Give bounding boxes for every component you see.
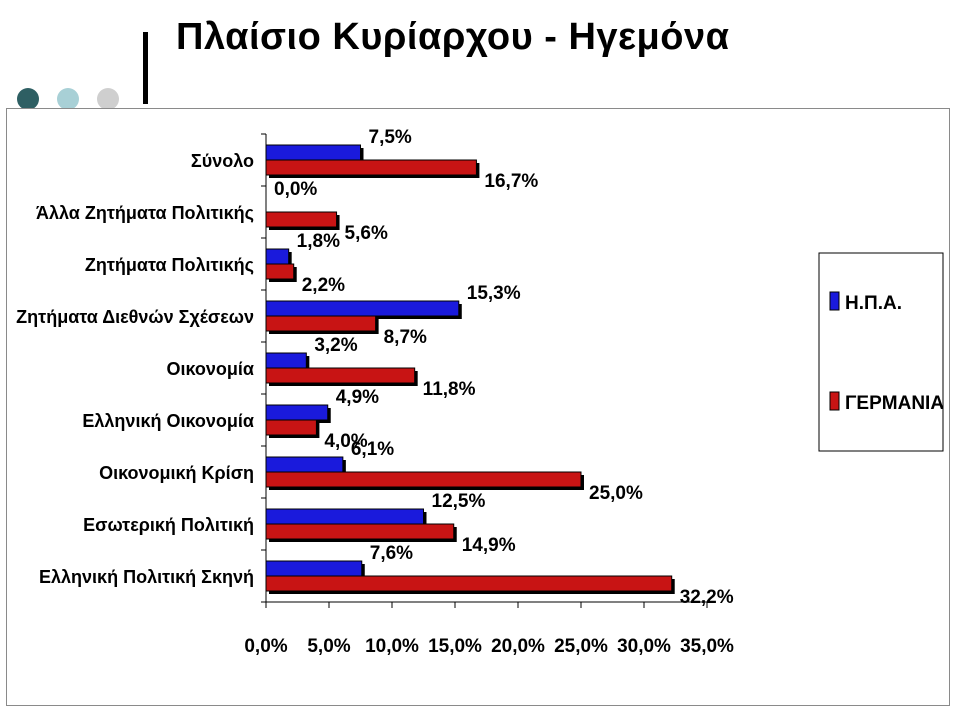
legend-label-usa: Η.Π.Α. xyxy=(845,293,902,314)
data-label-usa: 7,5% xyxy=(369,127,412,148)
data-label-germany: 8,7% xyxy=(384,327,427,348)
bar-germany xyxy=(265,471,582,488)
bar-usa xyxy=(265,404,329,421)
y-category-label: Σύνολο xyxy=(191,151,254,171)
data-label-germany: 11,8% xyxy=(423,379,476,400)
y-category-label: Ζητήματα Διεθνών Σχέσεων xyxy=(16,307,254,327)
data-label-germany: 16,7% xyxy=(484,171,538,192)
data-label-germany: 32,2% xyxy=(680,587,734,608)
data-label-germany: 5,6% xyxy=(345,223,388,244)
chart-frame: 0,0% 5,0% 10,0% 15,0% 20,0% 25,0% 30,0% 35,0% Σύ… xyxy=(6,108,950,706)
x-tick-label: 35,0% xyxy=(680,636,734,657)
legend-swatch-germany xyxy=(829,391,840,411)
bar-usa xyxy=(265,508,424,525)
bar-usa xyxy=(265,300,460,317)
bar-germany xyxy=(265,523,455,540)
accent-dot-grey xyxy=(97,88,119,110)
data-label-usa: 6,1% xyxy=(351,439,394,460)
bar-usa xyxy=(265,144,361,161)
data-label-usa: 7,6% xyxy=(370,543,413,564)
bar-chart: 0,0% 5,0% 10,0% 15,0% 20,0% 25,0% 30,0% 35,0% Σύ… xyxy=(16,127,944,657)
y-category-label: Ζητήματα Πολιτικής xyxy=(85,255,254,275)
y-category-label: Ελληνική Πολιτική Σκηνή xyxy=(39,567,254,587)
data-label-germany: 25,0% xyxy=(589,483,643,504)
bar-germany xyxy=(265,419,317,436)
y-category-label: Εσωτερική Πολιτική xyxy=(83,515,254,535)
data-label-germany: 14,9% xyxy=(462,535,516,556)
data-label-usa: 3,2% xyxy=(314,335,357,356)
accent-dot-light xyxy=(57,88,79,110)
x-tick-label: 15,0% xyxy=(428,636,482,657)
y-category-label: Ελληνική Οικονομία xyxy=(82,411,254,431)
x-tick-label: 25,0% xyxy=(554,636,608,657)
x-tick-label: 0,0% xyxy=(244,636,287,657)
slide-title: Πλαίσιο Κυρίαρχου - Ηγεμόνα xyxy=(176,16,730,58)
accent-dot-dark xyxy=(17,88,39,110)
bar-germany xyxy=(265,263,295,280)
data-label-usa: 0,0% xyxy=(274,179,317,200)
bar-germany xyxy=(265,315,377,332)
x-tick-label: 20,0% xyxy=(491,636,545,657)
bar-germany xyxy=(265,211,338,228)
y-category-label: Άλλα Ζητήματα Πολιτικής xyxy=(36,203,254,223)
data-label-usa: 1,8% xyxy=(297,231,340,252)
y-category-label: Οικονομία xyxy=(166,359,254,379)
data-label-usa: 15,3% xyxy=(467,283,521,304)
bar-germany xyxy=(265,367,416,384)
x-tick-label: 30,0% xyxy=(617,636,671,657)
legend-swatch-usa xyxy=(829,291,840,311)
data-label-usa: 4,9% xyxy=(336,387,379,408)
y-category-label: Οικονομική Κρίση xyxy=(99,463,254,483)
x-tick-label: 5,0% xyxy=(307,636,350,657)
bar-usa xyxy=(265,456,344,473)
data-label-germany: 4,0% xyxy=(324,431,367,452)
bar-usa xyxy=(265,352,307,369)
data-label-germany: 2,2% xyxy=(302,275,345,296)
bar-usa xyxy=(265,248,290,265)
x-tick-label: 10,0% xyxy=(365,636,419,657)
bar-germany xyxy=(265,159,477,176)
bar-germany xyxy=(265,575,673,592)
bar-usa xyxy=(265,560,363,577)
title-divider-line xyxy=(143,32,148,104)
data-label-usa: 12,5% xyxy=(432,491,486,512)
legend-label-germany: ΓΕΡΜΑΝΙΑ xyxy=(845,393,944,414)
legend-box xyxy=(818,252,944,452)
